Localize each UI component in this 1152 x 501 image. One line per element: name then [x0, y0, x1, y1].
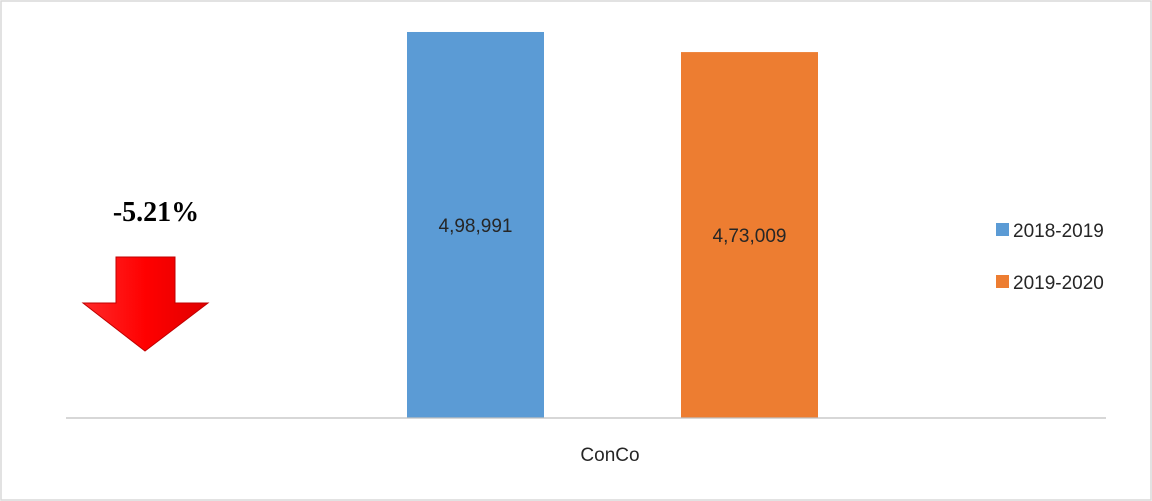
bar-2018-2019 [407, 31, 544, 418]
bar-labels-group: 4,98,991 4,73,009 [439, 216, 787, 247]
down-arrow-icon [81, 256, 210, 352]
bar-2019-2020 [681, 52, 818, 419]
legend-label-2019-2020: 2019-2020 [1013, 273, 1104, 294]
legend-swatch-2019-2020 [996, 275, 1009, 288]
legend-item-2: 2019-2020 [996, 273, 1104, 294]
data-label-2019-2020: 4,73,009 [713, 226, 787, 247]
change-percent-label: -5.21% [113, 197, 199, 228]
legend-item-1: 2018-2019 [996, 221, 1104, 242]
data-label-2018-2019: 4,98,991 [439, 216, 513, 237]
legend: 2018-2019 2019-2020 [996, 221, 1104, 294]
legend-label-2018-2019: 2018-2019 [1013, 221, 1104, 242]
legend-swatch-2018-2019 [996, 223, 1009, 236]
category-label: ConCo [580, 445, 639, 466]
bars-group [407, 31, 818, 419]
